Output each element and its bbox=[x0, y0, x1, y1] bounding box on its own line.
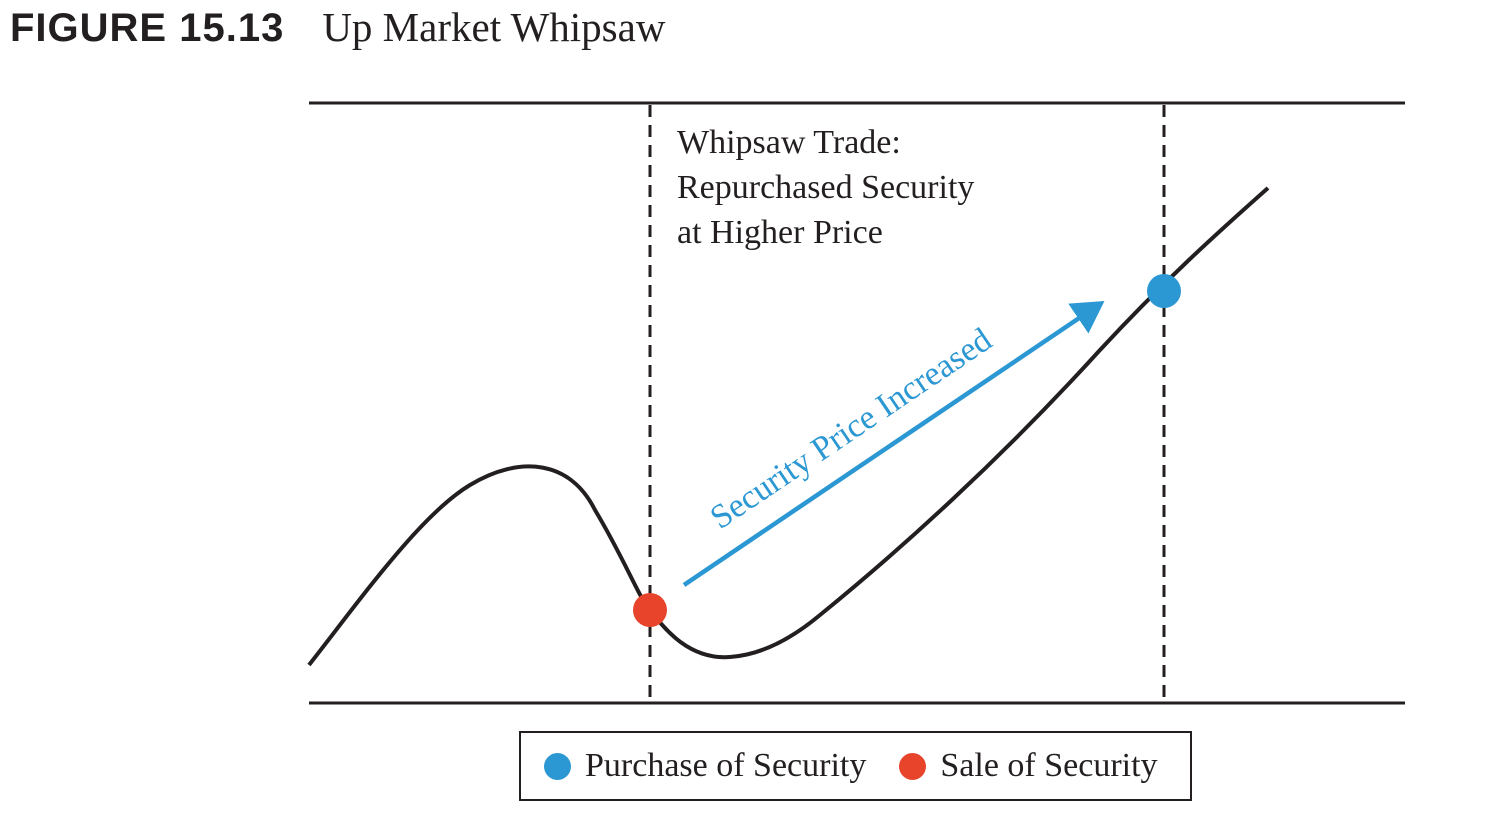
figure-number: FIGURE 15.13 bbox=[10, 6, 285, 50]
annotation-line-3: at Higher Price bbox=[677, 214, 883, 251]
whipsaw-diagram: Security Price Increased Whipsaw Trade: … bbox=[307, 101, 1405, 705]
purchase-legend-label: Purchase of Security bbox=[585, 747, 867, 784]
price-curve bbox=[307, 186, 1270, 667]
purchase-legend-dot bbox=[544, 752, 571, 780]
annotation-line-1: Whipsaw Trade: bbox=[677, 124, 901, 161]
sale-point-marker bbox=[633, 593, 667, 627]
legend: Purchase of Security Sale of Security bbox=[519, 731, 1192, 801]
purchase-point-marker bbox=[1147, 274, 1181, 308]
annotation-line-2: Repurchased Security bbox=[677, 169, 974, 206]
figure-title: Up Market Whipsaw bbox=[322, 4, 666, 50]
sale-legend-label: Sale of Security bbox=[940, 747, 1158, 784]
price-increase-arrow bbox=[682, 300, 1105, 587]
figure-header: FIGURE 15.13 Up Market Whipsaw bbox=[10, 0, 665, 60]
price-increase-label: Security Price Increased bbox=[704, 321, 999, 536]
sale-legend-dot bbox=[899, 752, 927, 780]
